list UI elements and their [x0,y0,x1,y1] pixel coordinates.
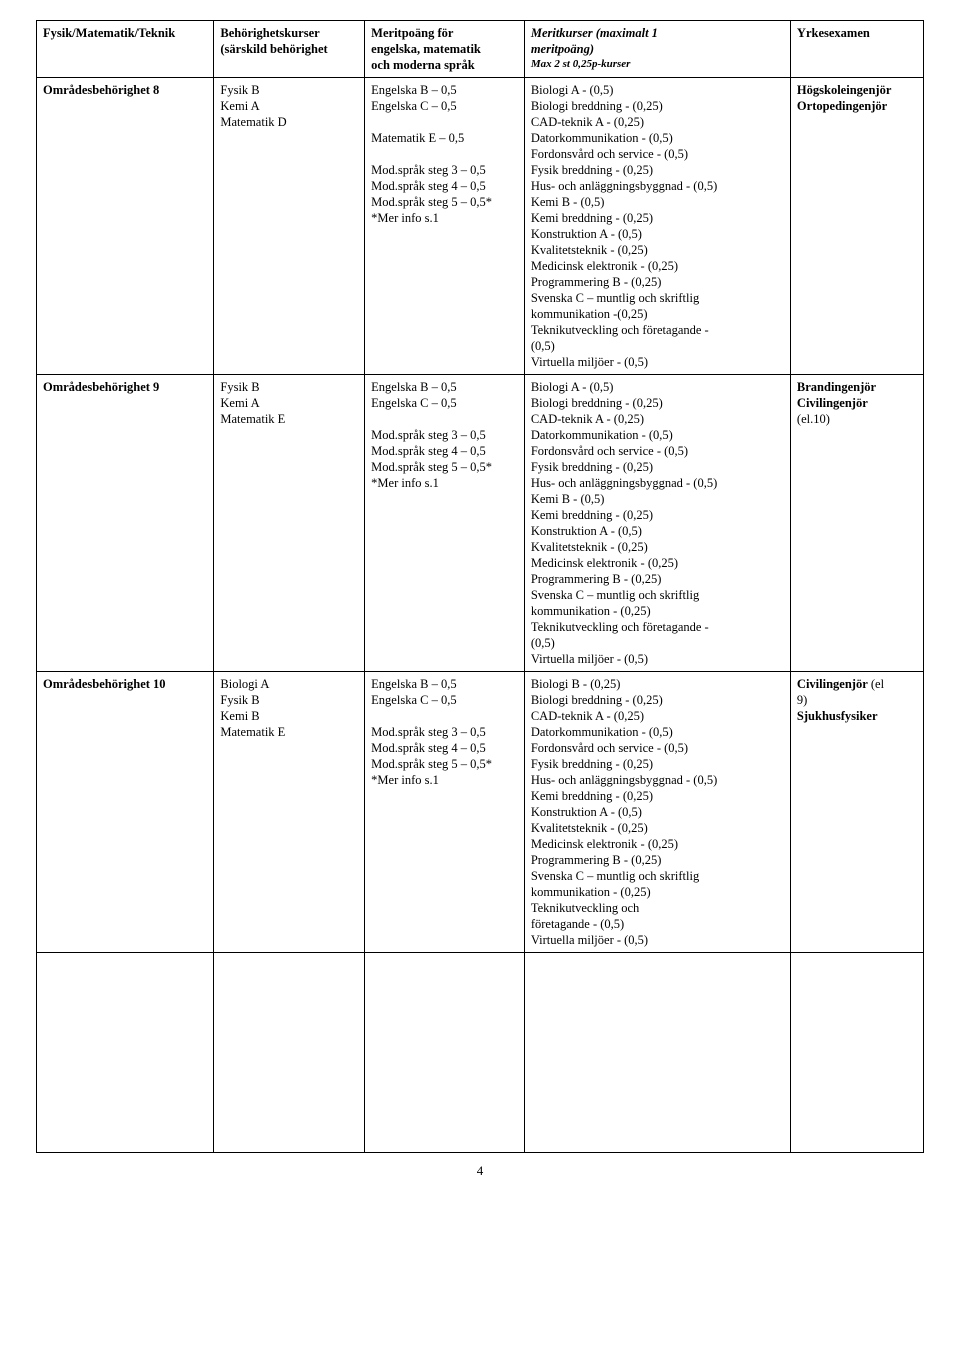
table-row: Områdesbehörighet 8Fysik BKemi AMatemati… [37,78,924,375]
table-row: Områdesbehörighet 9Fysik BKemi AMatemati… [37,375,924,672]
table-header: Fysik/Matematik/Teknik Behörighetskurser… [37,21,924,78]
th-mp-l3: och moderna språk [371,57,518,73]
spacer-cell [524,953,790,1153]
th-mc-l3: Max 2 st 0,25p-kurser [531,57,784,71]
th-req: Behörighetskurser (särskild behörighet [214,21,365,78]
cell-requirements: Biologi AFysik BKemi BMatematik E [214,672,365,953]
cell-meritcourses: Biologi A - (0,5)Biologi breddning - (0,… [524,375,790,672]
spacer-cell [214,953,365,1153]
cell-meritcourses: Biologi A - (0,5)Biologi breddning - (0,… [524,78,790,375]
th-meritcourses: Meritkurser (maximalt 1 meritpoäng) Max … [524,21,790,78]
cell-area-name: Områdesbehörighet 9 [37,375,214,672]
th-mc-l2: meritpoäng) [531,41,784,57]
eligibility-table: Fysik/Matematik/Teknik Behörighetskurser… [36,20,924,1153]
th-mp-l1: Meritpoäng för [371,25,518,41]
cell-meritcourses: Biologi B - (0,25)Biologi breddning - (0… [524,672,790,953]
cell-meritpoints: Engelska B – 0,5Engelska C – 0,5 Mod.spr… [365,672,525,953]
cell-exam: Civilingenjör (el9)Sjukhusfysiker [790,672,923,953]
cell-requirements: Fysik BKemi AMatematik E [214,375,365,672]
spacer-cell [37,953,214,1153]
cell-exam: BrandingenjörCivilingenjör(el.10) [790,375,923,672]
th-exam: Yrkesexamen [790,21,923,78]
table-spacer-row [37,953,924,1153]
table-row: Områdesbehörighet 10Biologi AFysik BKemi… [37,672,924,953]
th-req-l2: (särskild behörighet [220,41,358,57]
th-subject: Fysik/Matematik/Teknik [37,21,214,78]
th-req-l1: Behörighetskurser [220,25,358,41]
th-meritpoints: Meritpoäng för engelska, matematik och m… [365,21,525,78]
document-page: Fysik/Matematik/Teknik Behörighetskurser… [0,0,960,1199]
cell-requirements: Fysik BKemi AMatematik D [214,78,365,375]
cell-meritpoints: Engelska B – 0,5Engelska C – 0,5 Matemat… [365,78,525,375]
cell-area-name: Områdesbehörighet 10 [37,672,214,953]
cell-area-name: Områdesbehörighet 8 [37,78,214,375]
table-body: Områdesbehörighet 8Fysik BKemi AMatemati… [37,78,924,1153]
spacer-cell [365,953,525,1153]
th-mp-l2: engelska, matematik [371,41,518,57]
cell-meritpoints: Engelska B – 0,5Engelska C – 0,5 Mod.spr… [365,375,525,672]
page-number: 4 [36,1163,924,1179]
cell-exam: HögskoleingenjörOrtopedingenjör [790,78,923,375]
spacer-cell [790,953,923,1153]
th-mc-l1: Meritkurser (maximalt 1 [531,25,784,41]
